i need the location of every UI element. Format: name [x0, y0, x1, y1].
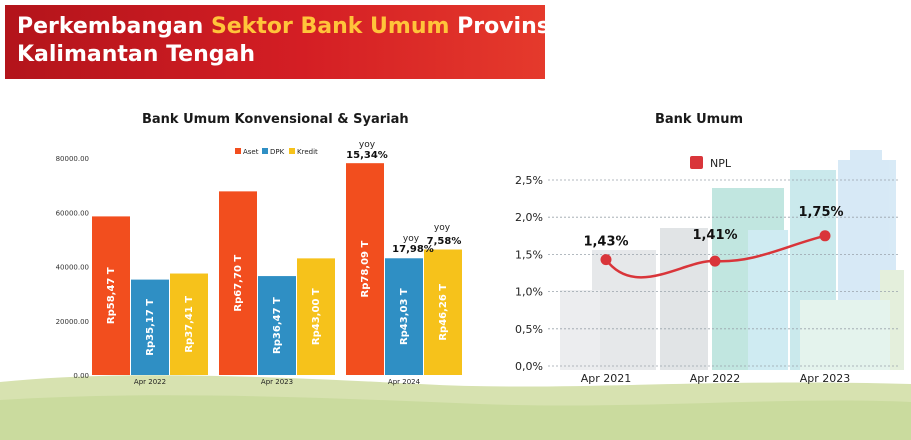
legend-label: Aset	[243, 148, 259, 156]
bar-data-label: Rp35,17 T	[145, 299, 156, 356]
annotation-prefix: yoy	[359, 140, 376, 150]
bar	[346, 163, 384, 375]
x-tick-label: Apr 2022	[134, 378, 166, 386]
legend-swatch	[235, 148, 241, 154]
point-data-label: 1,41%	[692, 228, 737, 243]
bar-data-label: Rp58,47 T	[106, 267, 117, 324]
page-title-line2: Kalimantan Tengah	[17, 42, 256, 67]
x-tick-label: Apr 2022	[690, 372, 741, 385]
data-point	[600, 254, 612, 266]
x-tick-label: Apr 2021	[581, 372, 632, 385]
bar	[297, 258, 335, 375]
y-tick-label: 0,0%	[515, 360, 543, 373]
bar	[424, 249, 462, 375]
y-tick-label: 0.00	[73, 372, 89, 380]
y-tick-label: 80000.00	[56, 155, 89, 163]
annotation-value: 17,98%	[392, 244, 434, 255]
bar-data-label: Rp36,47 T	[272, 297, 283, 354]
data-point	[709, 255, 721, 267]
x-tick-label: Apr 2023	[800, 372, 851, 385]
y-tick-label: 2,0%	[515, 211, 543, 224]
legend-label: NPL	[710, 157, 732, 170]
legend-swatch	[690, 156, 703, 169]
bar	[170, 273, 208, 375]
y-tick-label: 40000.00	[56, 264, 89, 272]
annotation-prefix: yoy	[403, 234, 420, 244]
bar	[219, 191, 257, 375]
y-tick-label: 1,0%	[515, 286, 543, 299]
y-tick-label: 20000.00	[56, 318, 89, 326]
y-tick-label: 2,5%	[515, 174, 543, 187]
bar-data-label: Rp43,00 T	[311, 288, 322, 345]
bar-data-label: Rp37,41 T	[184, 296, 195, 353]
ground-hills	[0, 375, 911, 440]
title-part1: Perkembangan	[17, 14, 211, 39]
bar	[92, 216, 130, 375]
annotation-value: 15,34%	[346, 150, 388, 161]
bar	[131, 279, 169, 375]
annotation-prefix: yoy	[434, 223, 451, 233]
bar-data-label: Rp46,26 T	[438, 284, 449, 341]
legend-swatch	[262, 148, 268, 154]
bar-data-label: Rp43,03 T	[399, 288, 410, 345]
annotation-value: 7,58%	[427, 236, 462, 247]
y-tick-label: 1,5%	[515, 248, 543, 261]
title-part2: Provinsi	[449, 14, 558, 39]
line-chart-title: Bank Umum	[655, 112, 744, 127]
point-data-label: 1,43%	[583, 235, 628, 250]
data-point	[819, 230, 831, 242]
bar	[258, 276, 296, 375]
title-highlight: Sektor Bank Umum	[210, 14, 450, 39]
bar-data-label: Rp67,70 T	[233, 255, 244, 312]
x-tick-label: Apr 2024	[388, 378, 421, 386]
bar	[385, 258, 423, 375]
point-data-label: 1,75%	[798, 205, 843, 220]
y-tick-label: 60000.00	[56, 209, 89, 217]
y-tick-label: 0,5%	[515, 323, 543, 336]
legend-label: DPK	[270, 148, 285, 156]
x-tick-label: Apr 2023	[261, 378, 293, 386]
header-banner: Perkembangan Sektor Bank Umum Provinsi K…	[5, 5, 557, 79]
bar-data-label: Rp78,09 T	[360, 241, 371, 298]
legend-swatch	[289, 148, 295, 154]
legend-label: Kredit	[297, 148, 318, 156]
bar-chart-title: Bank Umum Konvensional & Syariah	[142, 112, 409, 127]
page-title-line1: Perkembangan Sektor Bank Umum Provinsi	[17, 14, 557, 39]
